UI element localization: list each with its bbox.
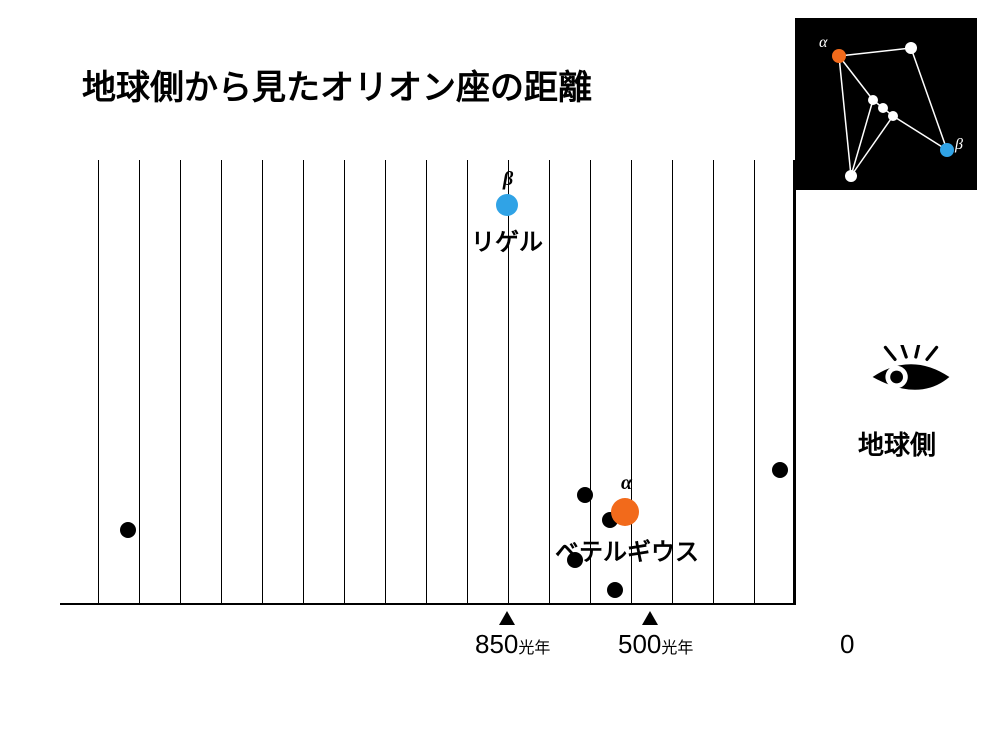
grid-line: [713, 160, 714, 605]
star-greek-rigel: β: [503, 168, 513, 191]
grid-line: [385, 160, 386, 605]
axis-tick-marker: [642, 611, 658, 625]
inset-star-alpha: [832, 49, 846, 63]
grid-line: [303, 160, 304, 605]
inset-star-bot_l: [845, 170, 857, 182]
grid-line: [262, 160, 263, 605]
grid-line: [795, 160, 796, 605]
grid-line: [139, 160, 140, 605]
inset-star-belt1: [868, 95, 878, 105]
axis-tick-marker: [499, 611, 515, 625]
inset-star-beta: [940, 143, 954, 157]
inset-star-top_r: [905, 42, 917, 54]
star-point-other: [577, 487, 593, 503]
star-name-rigel: リゲル: [471, 222, 543, 257]
star-point-other: [772, 462, 788, 478]
grid-line: [180, 160, 181, 605]
inset-star-label-alpha: α: [819, 34, 827, 52]
axis-tick-label: 850光年: [475, 629, 550, 660]
star-name-betelgeuse: ベテルギウス: [555, 532, 699, 567]
axis-tick-label: 500光年: [618, 629, 693, 660]
eye-icon: [870, 345, 952, 401]
earth-side-label: 地球側: [858, 425, 936, 462]
grid-line: [221, 160, 222, 605]
grid-line: [549, 160, 550, 605]
star-point-other: [120, 522, 136, 538]
grid-line: [426, 160, 427, 605]
star-greek-betelgeuse: α: [621, 472, 632, 495]
inset-star-belt2: [878, 103, 888, 113]
star-point-betelgeuse: [611, 498, 639, 526]
axis-zero-label: 0: [840, 629, 854, 660]
star-point-rigel: [496, 194, 518, 216]
grid-line: [754, 160, 755, 605]
star-point-other: [607, 582, 623, 598]
grid-line: [467, 160, 468, 605]
grid-line: [344, 160, 345, 605]
inset-star-belt3: [888, 111, 898, 121]
chart-title: 地球側から見たオリオン座の距離: [82, 60, 592, 109]
inset-star-label-beta: β: [955, 136, 963, 154]
constellation-inset: αβ: [795, 18, 977, 190]
x-axis: [60, 603, 795, 605]
grid-line: [98, 160, 99, 605]
